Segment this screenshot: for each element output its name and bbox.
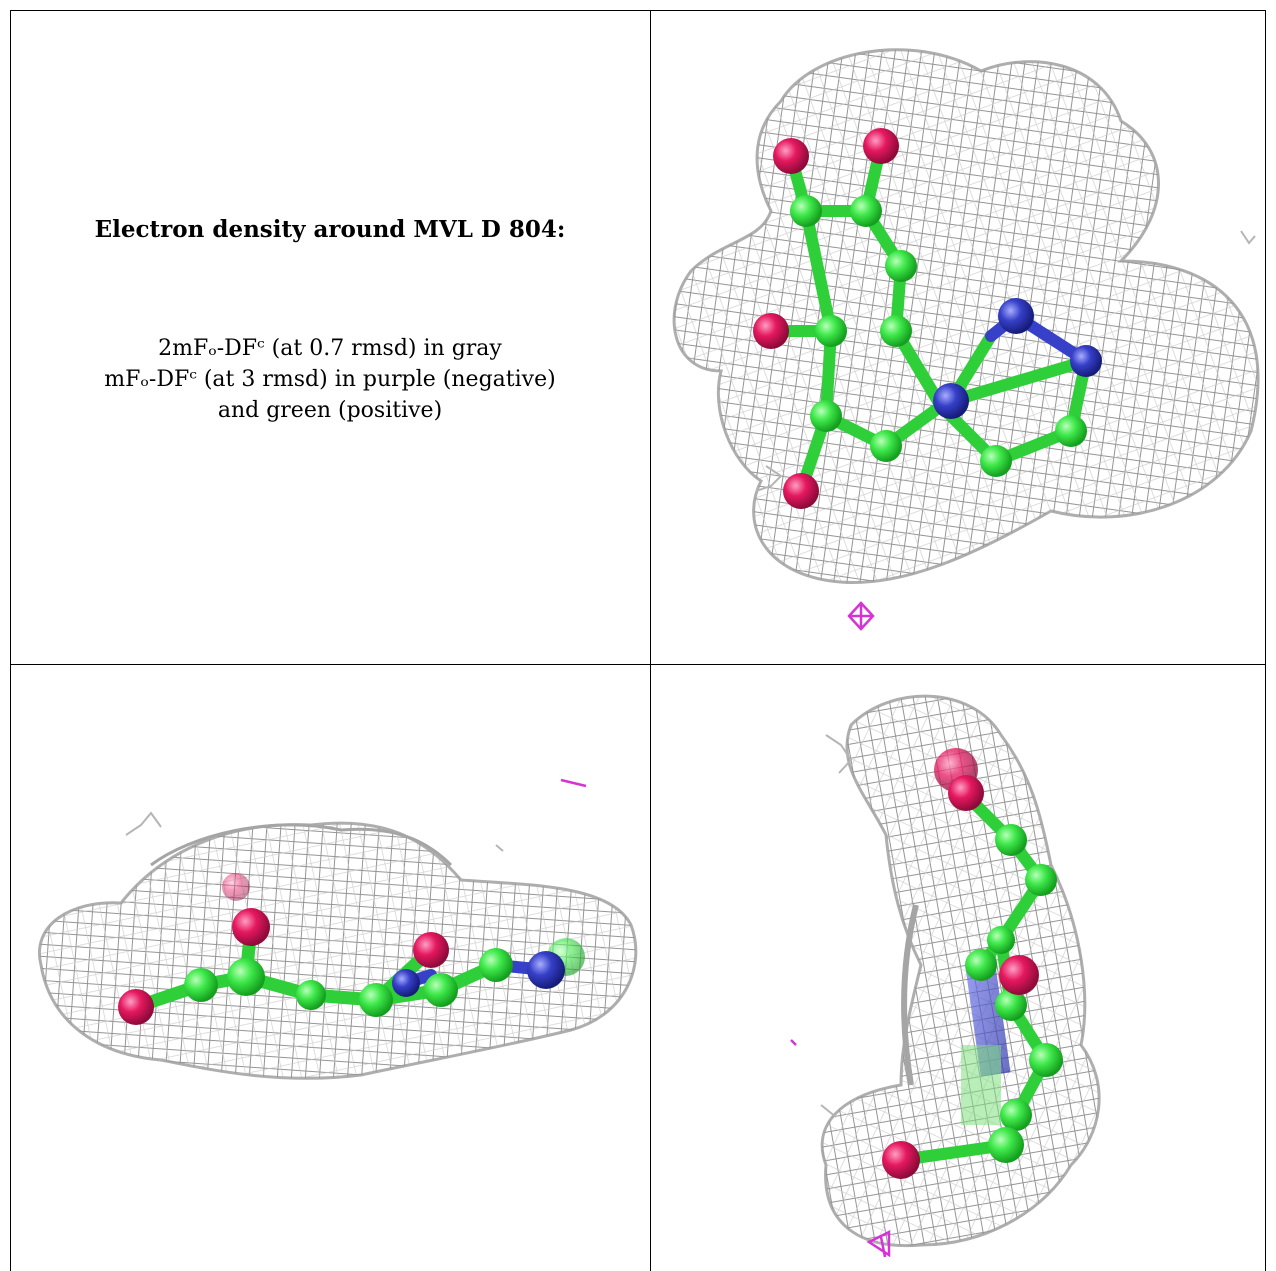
negative-density-marker xyxy=(847,601,875,631)
view-bottom-left xyxy=(11,665,649,1271)
ball-and-stick-molecule xyxy=(118,873,585,1025)
caption-legend: 2mFₒ-DFᶜ (at 0.7 rmsd) in gray mFₒ-DFᶜ (… xyxy=(11,333,649,426)
caption-line-gray: 2mFₒ-DFᶜ (at 0.7 rmsd) in gray xyxy=(158,336,502,361)
negative-density-marker xyxy=(790,1039,891,1258)
negative-density-marker xyxy=(560,778,587,788)
column-divider xyxy=(650,10,651,1271)
stray-density xyxy=(755,230,1256,492)
caption-title: Electron density around MVL D 804: xyxy=(94,216,566,243)
density-view-1 xyxy=(672,48,1260,631)
figure-frame xyxy=(10,10,1266,1271)
density-view-2 xyxy=(38,778,638,1080)
view-top-right xyxy=(651,11,1265,663)
caption-panel: Electron density around MVL D 804: 2mFₒ-… xyxy=(11,11,649,663)
caption-line-purple: mFₒ-DFᶜ (at 3 rmsd) in purple (negative) xyxy=(104,367,556,392)
row-divider xyxy=(10,664,1266,665)
mesh-blob xyxy=(38,821,638,1080)
ball-and-stick-molecule xyxy=(882,748,1063,1179)
stray-density xyxy=(125,811,504,852)
density-view-3 xyxy=(790,694,1101,1258)
view-bottom-right xyxy=(651,665,1265,1271)
stray-density xyxy=(820,734,853,1118)
caption-line-green: and green (positive) xyxy=(217,398,443,423)
ball-and-stick-molecule xyxy=(753,128,1102,509)
